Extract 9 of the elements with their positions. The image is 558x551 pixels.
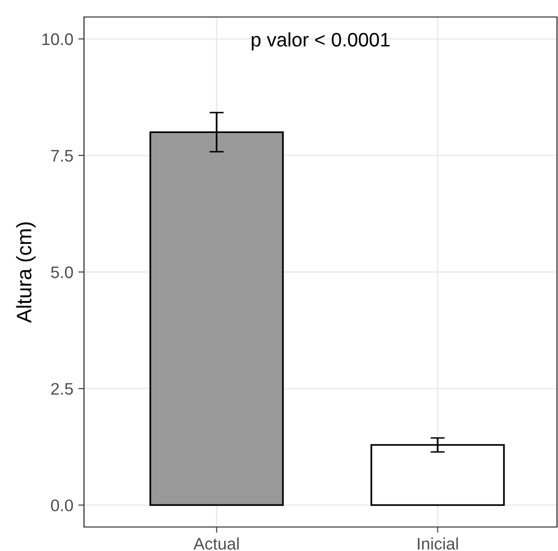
y-tick-label: 7.5	[51, 150, 73, 162]
annotation: p valor < 0.0001	[252, 32, 390, 50]
y-tick-label: 2.5	[51, 382, 73, 395]
x-tick-label: Inicial	[418, 537, 458, 550]
y-tick-label: 0.0	[51, 499, 73, 512]
y-tick-label: 5.0	[51, 266, 73, 278]
x-tick-label: Actual	[193, 537, 239, 550]
y-axis-title: Altura (cm)	[16, 222, 36, 323]
y-tick-label: 10.0	[42, 33, 73, 46]
